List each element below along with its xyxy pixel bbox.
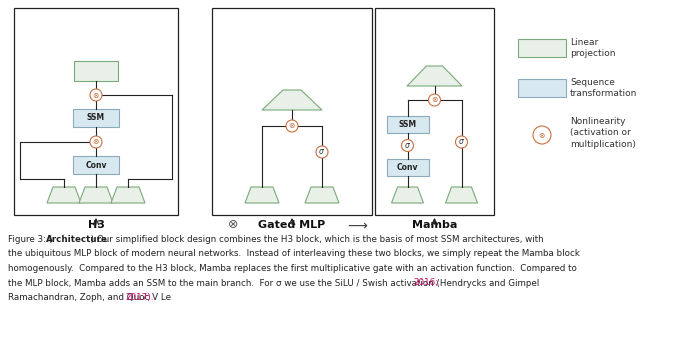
Circle shape (429, 94, 441, 106)
Text: Sequence
transformation: Sequence transformation (570, 78, 637, 98)
Text: $\otimes$: $\otimes$ (431, 95, 438, 105)
Polygon shape (392, 187, 424, 203)
Text: 2016;: 2016; (413, 279, 438, 287)
Polygon shape (47, 187, 81, 203)
Text: Figure 3: (: Figure 3: ( (8, 235, 52, 244)
Text: .) Our simplified block design combines the H3 block, which is the basis of most: .) Our simplified block design combines … (88, 235, 544, 244)
Text: $\otimes$: $\otimes$ (92, 138, 100, 146)
Polygon shape (79, 187, 113, 203)
Text: Mamba: Mamba (412, 220, 457, 230)
Circle shape (533, 126, 551, 144)
Text: $\otimes$: $\otimes$ (288, 121, 296, 130)
Bar (73, 109, 119, 127)
Polygon shape (111, 187, 145, 203)
Text: the MLP block, Mamba adds an SSM to the main branch.  For σ we use the SiLU / Sw: the MLP block, Mamba adds an SSM to the … (8, 279, 542, 287)
Text: $\longrightarrow$: $\longrightarrow$ (345, 218, 369, 232)
Bar (74, 61, 118, 81)
Circle shape (286, 120, 298, 132)
Text: $\sigma$: $\sigma$ (319, 147, 325, 156)
Text: $\otimes$: $\otimes$ (92, 91, 100, 99)
Polygon shape (407, 66, 462, 86)
Circle shape (456, 136, 468, 148)
Text: $\sigma$: $\sigma$ (458, 138, 465, 146)
Text: $\sigma$: $\sigma$ (404, 141, 411, 150)
Circle shape (401, 140, 413, 152)
Bar (518, 79, 566, 97)
Text: Architecture: Architecture (46, 235, 108, 244)
Circle shape (316, 146, 328, 158)
Polygon shape (305, 187, 339, 203)
Polygon shape (245, 187, 279, 203)
Text: Linear
projection: Linear projection (570, 38, 615, 58)
Text: Ramachandran, Zoph, and Quoc V Le: Ramachandran, Zoph, and Quoc V Le (8, 293, 174, 302)
Circle shape (90, 89, 102, 101)
Bar (212, 8, 372, 215)
Polygon shape (262, 90, 322, 110)
Bar (518, 39, 566, 57)
Text: Conv: Conv (85, 161, 107, 169)
Bar (387, 158, 429, 176)
Text: $\otimes$: $\otimes$ (227, 218, 238, 232)
Bar (375, 8, 494, 215)
Bar (73, 156, 119, 174)
Text: 2017).: 2017). (126, 293, 154, 302)
Text: SSM: SSM (399, 120, 417, 129)
Text: Nonlinearity
(activation or
multiplication): Nonlinearity (activation or multiplicati… (570, 117, 636, 149)
Text: the ubiquitous MLP block of modern neural networks.  Instead of interleaving the: the ubiquitous MLP block of modern neura… (8, 249, 580, 259)
Text: H3: H3 (88, 220, 105, 230)
Circle shape (90, 136, 102, 148)
Text: SSM: SSM (87, 114, 105, 122)
Bar (14, 8, 178, 215)
Bar (387, 116, 429, 133)
Polygon shape (445, 187, 477, 203)
Text: homogenously.  Compared to the H3 block, Mamba replaces the first multiplicative: homogenously. Compared to the H3 block, … (8, 264, 577, 273)
Text: Gated MLP: Gated MLP (259, 220, 325, 230)
Text: Conv: Conv (397, 163, 418, 172)
Text: $\otimes$: $\otimes$ (538, 130, 546, 140)
